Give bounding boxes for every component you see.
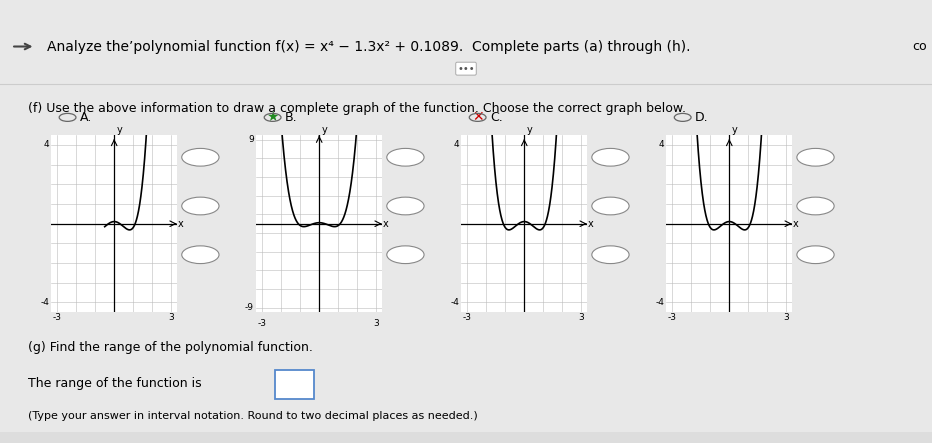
Text: D.: D. (694, 111, 708, 124)
Text: ↳: ↳ (401, 250, 410, 260)
Text: Q: Q (402, 152, 409, 162)
Text: ↳: ↳ (196, 250, 205, 260)
Text: •••: ••• (458, 64, 474, 74)
Text: -4: -4 (450, 298, 459, 307)
Text: 3: 3 (784, 314, 789, 323)
Text: Q: Q (812, 201, 819, 211)
Text: (f) Use the above information to draw a complete graph of the function. Choose t: (f) Use the above information to draw a … (28, 102, 686, 115)
Text: 3: 3 (579, 314, 584, 323)
Text: ↳: ↳ (606, 250, 615, 260)
Text: x: x (382, 219, 389, 229)
Text: y: y (528, 125, 533, 135)
Text: -9: -9 (245, 303, 254, 312)
Text: -3: -3 (257, 319, 267, 328)
FancyBboxPatch shape (275, 370, 314, 399)
Text: 4: 4 (454, 140, 459, 149)
Text: -4: -4 (655, 298, 665, 307)
Text: ✕: ✕ (472, 110, 484, 124)
Bar (0, 432, 932, 443)
Text: -3: -3 (462, 314, 472, 323)
Text: co: co (912, 40, 927, 53)
Text: x: x (792, 219, 799, 229)
Text: Q: Q (197, 201, 204, 211)
Text: -3: -3 (52, 314, 62, 323)
Text: -3: -3 (667, 314, 677, 323)
Text: Q: Q (812, 152, 819, 162)
Text: B.: B. (285, 111, 297, 124)
Text: Q: Q (607, 152, 614, 162)
Text: A.: A. (79, 111, 92, 124)
Text: The range of the function is: The range of the function is (28, 377, 201, 390)
Text: -4: -4 (40, 298, 49, 307)
Text: y: y (117, 125, 123, 135)
Text: 4: 4 (659, 140, 665, 149)
Text: (Type your answer in interval notation. Round to two decimal places as needed.): (Type your answer in interval notation. … (28, 412, 478, 421)
Text: x: x (587, 219, 594, 229)
Text: y: y (733, 125, 738, 135)
Text: 4: 4 (44, 140, 49, 149)
Text: Q: Q (607, 201, 614, 211)
Text: (g) Find the range of the polynomial function.: (g) Find the range of the polynomial fun… (28, 341, 313, 354)
Text: y: y (322, 125, 328, 135)
Text: 3: 3 (169, 314, 174, 323)
Text: x: x (177, 219, 184, 229)
Text: ↳: ↳ (811, 250, 820, 260)
Text: 9: 9 (248, 135, 254, 144)
Text: 3: 3 (374, 319, 379, 328)
Text: C.: C. (490, 111, 502, 124)
Text: Analyze the’polynomial function f(x) = x⁴ − 1.3x² + 0.1089.  Complete parts (a) : Analyze the’polynomial function f(x) = x… (47, 39, 690, 54)
Text: Q: Q (402, 201, 409, 211)
Text: Q: Q (197, 152, 204, 162)
Text: ★: ★ (267, 110, 279, 124)
